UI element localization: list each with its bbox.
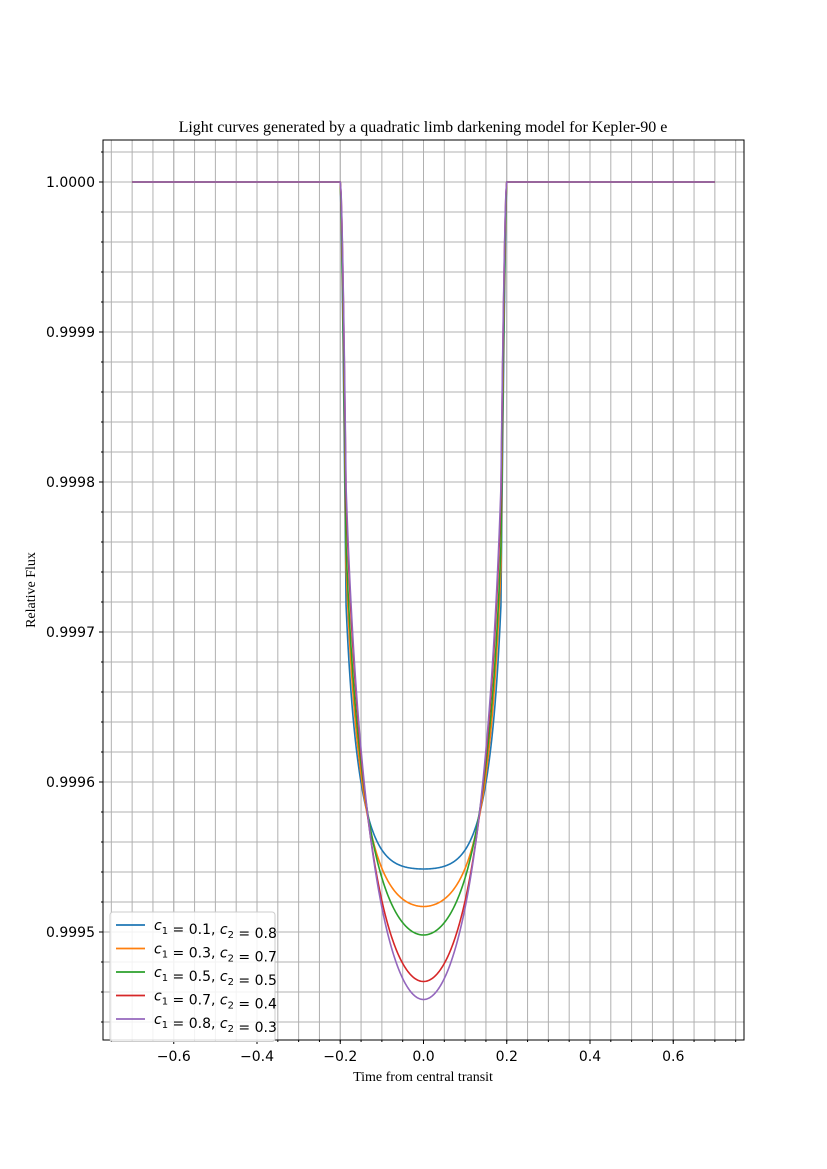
y-tick-label: 0.9997 bbox=[46, 625, 95, 641]
series-lines bbox=[132, 181, 715, 1001]
x-tick-label: 0.2 bbox=[496, 1049, 518, 1065]
y-tick-label: 1.0000 bbox=[46, 175, 95, 191]
legend: c1 = 0.1, c2 = 0.8c1 = 0.3, c2 = 0.7c1 =… bbox=[109, 911, 277, 1042]
y-tick-label: 0.9998 bbox=[46, 475, 95, 491]
legend-label: c1 = 0.5, c2 = 0.5 bbox=[154, 965, 277, 989]
chart-title: Light curves generated by a quadratic li… bbox=[179, 119, 668, 136]
x-axis-label: Time from central transit bbox=[353, 1070, 493, 1085]
legend-label: c1 = 0.7, c2 = 0.4 bbox=[154, 989, 277, 1013]
y-tick-label: 0.9999 bbox=[46, 325, 95, 341]
x-tick-labels: −0.6 −0.4 −0.2 0.0 0.2 0.4 0.6 bbox=[157, 1049, 685, 1065]
x-tick-label: −0.2 bbox=[323, 1049, 357, 1065]
x-tick-label: −0.6 bbox=[157, 1049, 191, 1065]
legend-box bbox=[109, 911, 276, 1042]
legend-label: c1 = 0.1, c2 = 0.8 bbox=[154, 918, 277, 942]
x-tick-label: −0.4 bbox=[240, 1049, 274, 1065]
x-tick-label: 0.4 bbox=[579, 1049, 601, 1065]
legend-label: c1 = 0.8, c2 = 0.3 bbox=[154, 1012, 277, 1036]
series-line-5 bbox=[132, 181, 715, 1001]
y-tick-label: 0.9995 bbox=[46, 925, 95, 941]
y-tick-label: 0.9996 bbox=[46, 775, 95, 791]
x-tick-label: 0.0 bbox=[412, 1049, 434, 1065]
y-axis-label: Relative Flux bbox=[24, 552, 39, 628]
y-tick-labels: 0.9995 0.9996 0.9997 0.9998 0.9999 1.0000 bbox=[46, 175, 95, 941]
legend-label: c1 = 0.3, c2 = 0.7 bbox=[154, 942, 277, 966]
x-tick-label: 0.6 bbox=[662, 1049, 684, 1065]
